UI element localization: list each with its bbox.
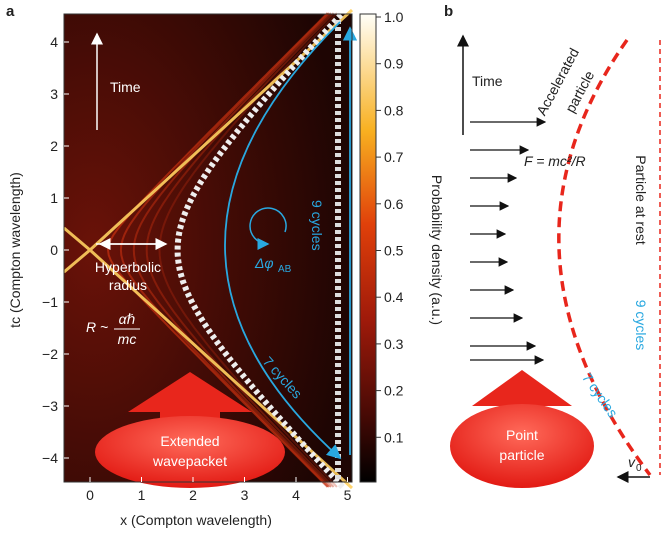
x-tick-label: 0 [86,487,94,503]
y-axis-label: tc (Compton wavelength) [7,172,23,328]
panel-b: b Time Accelerated particle F = mc²/R Pa… [444,3,660,488]
colorbar-label: Probability density (a.u.) [429,175,445,325]
colorbar-tick-label: 1.0 [384,9,404,25]
y-tick-label: 3 [50,86,58,102]
cycles-label: 9 cycles [309,200,325,251]
point-particle [450,404,594,488]
formula: R ~ [86,319,108,335]
x-axis-label: x (Compton wavelength) [120,512,272,528]
particle-label: particle [499,447,544,463]
annotation: radius [109,277,147,293]
colorbar-tick-label: 0.8 [384,102,404,118]
colorbar-tick-label: 0.4 [384,289,404,305]
y-tick-label: 2 [50,138,58,154]
phase-subscript: AB [278,264,292,275]
formula: mc [118,331,137,347]
panel-label: b [444,3,453,20]
cycles-label: 7 cycles [579,370,621,421]
velocity-symbol: v [628,454,636,470]
wavepacket [95,416,285,488]
particle-label: Point [506,427,538,443]
y-tick-label: −2 [42,346,58,362]
x-tick-label: 5 [344,487,352,503]
panel-a: a Time Hyperbolic radius R ~ αℏ mc Δφ AB… [6,3,445,528]
annotation: Hyperbolic [95,259,161,275]
x-tick-label: 3 [241,487,249,503]
panel-label: a [6,3,15,20]
y-tick-label: −1 [42,294,58,310]
colorbar-tick-label: 0.5 [384,243,404,259]
phase-symbol: Δφ [254,255,274,271]
wavepacket-label: wavepacket [152,453,227,469]
colorbar-tick-label: 0.1 [384,429,404,445]
force-label: F = mc²/R [524,153,586,169]
cycles-label: 9 cycles [633,300,649,351]
x-tick-label: 4 [292,487,300,503]
formula: αℏ [119,311,136,327]
colorbar [360,14,376,482]
y-tick-label: −4 [42,450,58,466]
rest-label: Particle at rest [633,155,649,245]
colorbar-tick-label: 0.2 [384,383,404,399]
y-tick-label: 1 [50,190,58,206]
x-tick-label: 1 [138,487,146,503]
x-tick-label: 2 [189,487,197,503]
y-tick-label: 4 [50,34,58,50]
time-label: Time [110,79,141,95]
time-label: Time [472,73,503,89]
colorbar-tick-label: 0.7 [384,149,404,165]
colorbar-tick-label: 0.6 [384,196,404,212]
velocity-subscript: 0 [636,463,642,474]
y-tick-label: 0 [50,242,58,258]
figure: a Time Hyperbolic radius R ~ αℏ mc Δφ AB… [0,0,664,533]
y-tick-label: −3 [42,398,58,414]
wavepacket-label: Extended [160,433,219,449]
colorbar-tick-label: 0.3 [384,336,404,352]
colorbar-tick-label: 0.9 [384,56,404,72]
